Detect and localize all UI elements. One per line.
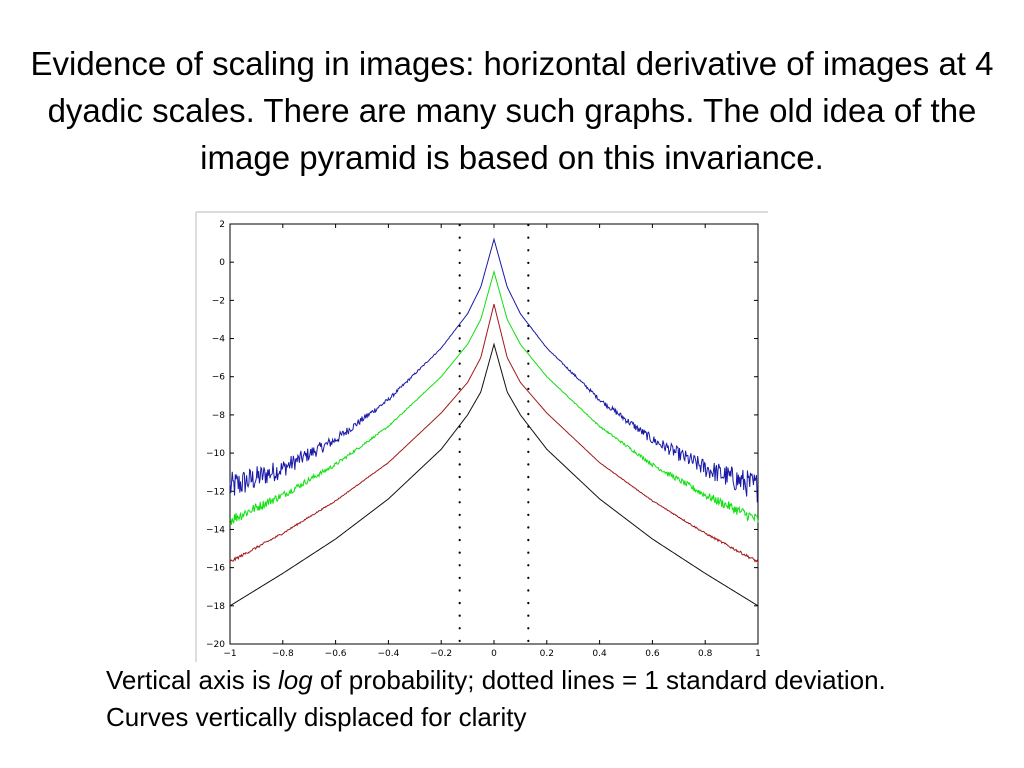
x-tick-label: 0.8 xyxy=(698,649,713,659)
x-tick-label: −0.4 xyxy=(377,649,399,659)
y-tick-label: −2 xyxy=(212,296,225,306)
x-tick-label: 0.4 xyxy=(592,649,607,659)
x-tick-label: −0.8 xyxy=(272,649,294,659)
y-tick-label: −20 xyxy=(206,640,225,650)
y-tick-label: −8 xyxy=(212,411,226,421)
y-tick-label: −18 xyxy=(206,602,225,612)
x-tick-label: −0.2 xyxy=(430,649,452,659)
y-tick-label: −14 xyxy=(206,525,225,535)
slide-caption: Vertical axis is log of probability; dot… xyxy=(106,662,926,736)
caption-italic-log: log xyxy=(277,665,313,695)
series-line-1 xyxy=(229,237,759,504)
y-tick-label: −12 xyxy=(206,487,225,497)
y-tick-label: 2 xyxy=(219,220,225,230)
y-tick-label: −4 xyxy=(212,335,226,345)
y-tick-label: 0 xyxy=(219,258,225,268)
x-tick-label: 1 xyxy=(755,649,761,659)
x-tick-label: 0.2 xyxy=(540,649,554,659)
series-line-2 xyxy=(229,269,759,525)
x-tick-label: 0 xyxy=(491,649,497,659)
caption-text-2: of probability; dotted lines = 1 standar… xyxy=(106,665,886,732)
y-tick-label: −6 xyxy=(212,373,226,383)
series-line-3 xyxy=(229,304,759,564)
x-tick-label: −1 xyxy=(223,649,236,659)
series-line-4 xyxy=(229,342,759,607)
y-tick-label: −16 xyxy=(206,564,225,574)
figure-background xyxy=(196,212,768,662)
x-tick-label: −0.6 xyxy=(325,649,347,659)
y-tick-label: −10 xyxy=(206,449,225,459)
caption-text-1: Vertical axis is xyxy=(106,665,278,695)
slide-title: Evidence of scaling in images: horizonta… xyxy=(30,45,994,176)
x-tick-label: 0.6 xyxy=(645,649,660,659)
